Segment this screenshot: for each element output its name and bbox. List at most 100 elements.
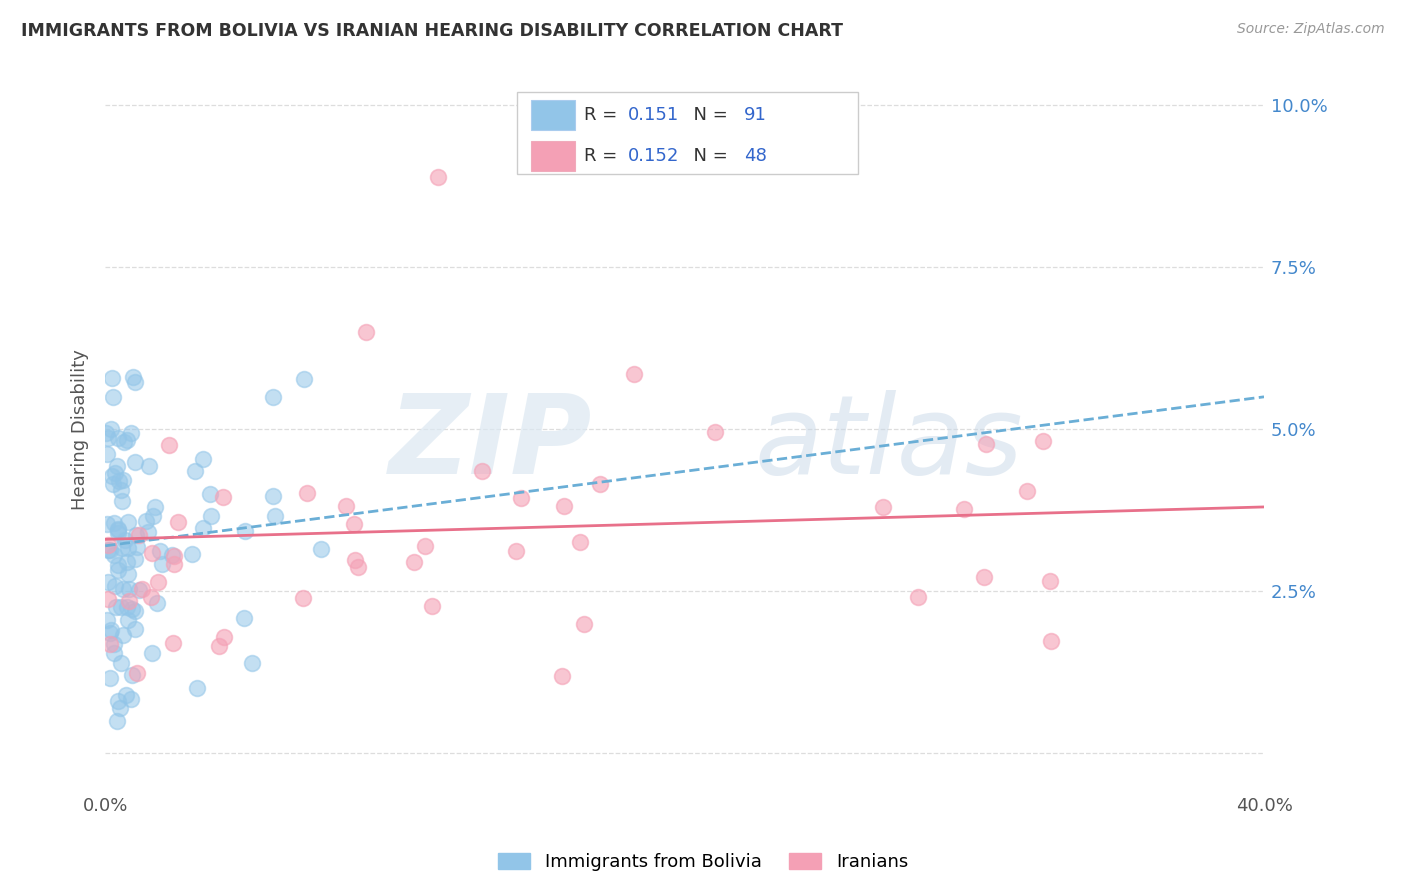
Immigrants from Bolivia (111, 627, 134, 641)
Immigrants from Bolivia (124, 552, 146, 566)
Immigrants from Bolivia (103, 646, 125, 660)
Immigrants from Bolivia (114, 689, 136, 703)
Immigrants from Bolivia (198, 487, 221, 501)
Iranians (354, 325, 377, 339)
Iranians (291, 591, 314, 605)
Immigrants from Bolivia (193, 451, 215, 466)
Immigrants from Bolivia (135, 514, 157, 528)
Immigrants from Bolivia (150, 557, 173, 571)
Iranians (212, 631, 235, 645)
Immigrants from Bolivia (181, 547, 204, 561)
Iranians (427, 169, 450, 184)
Iranians (1015, 483, 1038, 498)
Iranians (1032, 434, 1054, 448)
Immigrants from Bolivia (263, 390, 285, 404)
Iranians (420, 599, 443, 613)
Immigrants from Bolivia (107, 558, 129, 572)
Iranians (510, 491, 533, 505)
Immigrants from Bolivia (111, 582, 134, 596)
Immigrants from Bolivia (97, 574, 120, 589)
Immigrants from Bolivia (110, 700, 132, 714)
Iranians (974, 437, 997, 451)
Immigrants from Bolivia (142, 509, 165, 524)
Iranians (335, 500, 357, 514)
Immigrants from Bolivia (120, 425, 142, 440)
Iranians (125, 665, 148, 680)
Iranians (342, 516, 364, 531)
Iranians (208, 639, 231, 653)
Immigrants from Bolivia (124, 454, 146, 468)
Immigrants from Bolivia (242, 656, 264, 670)
Iranians (162, 549, 184, 563)
Immigrants from Bolivia (104, 600, 127, 615)
Iranians (344, 553, 367, 567)
Immigrants from Bolivia (262, 489, 284, 503)
Immigrants from Bolivia (104, 466, 127, 480)
Immigrants from Bolivia (111, 541, 134, 556)
Immigrants from Bolivia (145, 500, 167, 514)
Immigrants from Bolivia (98, 671, 121, 685)
Iranians (505, 544, 527, 558)
Immigrants from Bolivia (117, 613, 139, 627)
Immigrants from Bolivia (101, 390, 124, 404)
Immigrants from Bolivia (110, 483, 132, 497)
Immigrants from Bolivia (233, 610, 256, 624)
Text: IMMIGRANTS FROM BOLIVIA VS IRANIAN HEARING DISABILITY CORRELATION CHART: IMMIGRANTS FROM BOLIVIA VS IRANIAN HEARI… (21, 22, 844, 40)
Text: 0.152: 0.152 (628, 147, 679, 165)
Immigrants from Bolivia (107, 525, 129, 540)
Immigrants from Bolivia (146, 595, 169, 609)
Immigrants from Bolivia (103, 476, 125, 491)
Immigrants from Bolivia (101, 371, 124, 385)
Text: Source: ZipAtlas.com: Source: ZipAtlas.com (1237, 22, 1385, 37)
Iranians (167, 515, 190, 529)
Iranians (347, 559, 370, 574)
Iranians (953, 502, 976, 516)
Immigrants from Bolivia (115, 600, 138, 615)
Immigrants from Bolivia (96, 431, 118, 445)
Iranians (141, 590, 163, 604)
Immigrants from Bolivia (112, 473, 135, 487)
Immigrants from Bolivia (100, 623, 122, 637)
Text: 0.151: 0.151 (628, 106, 679, 124)
Immigrants from Bolivia (103, 549, 125, 563)
Immigrants from Bolivia (110, 657, 132, 671)
Iranians (404, 555, 426, 569)
Immigrants from Bolivia (311, 542, 333, 557)
Iranians (703, 425, 725, 439)
Immigrants from Bolivia (264, 509, 287, 524)
Iranians (973, 569, 995, 583)
Immigrants from Bolivia (141, 646, 163, 660)
Iranians (157, 438, 180, 452)
Iranians (569, 535, 592, 549)
Legend: Immigrants from Bolivia, Iranians: Immigrants from Bolivia, Iranians (491, 846, 915, 879)
Text: 48: 48 (744, 147, 766, 165)
Immigrants from Bolivia (104, 579, 127, 593)
Immigrants from Bolivia (121, 370, 143, 384)
Immigrants from Bolivia (136, 525, 159, 540)
Immigrants from Bolivia (115, 434, 138, 448)
Immigrants from Bolivia (200, 509, 222, 524)
Iranians (163, 558, 186, 572)
Immigrants from Bolivia (103, 516, 125, 530)
Immigrants from Bolivia (107, 563, 129, 577)
Immigrants from Bolivia (97, 542, 120, 557)
Immigrants from Bolivia (117, 515, 139, 529)
Text: 91: 91 (744, 106, 766, 124)
Immigrants from Bolivia (128, 582, 150, 597)
Immigrants from Bolivia (124, 375, 146, 389)
Iranians (162, 636, 184, 650)
Immigrants from Bolivia (127, 541, 149, 555)
Iranians (297, 485, 319, 500)
Immigrants from Bolivia (121, 602, 143, 616)
Immigrants from Bolivia (107, 522, 129, 536)
Immigrants from Bolivia (100, 468, 122, 483)
Immigrants from Bolivia (149, 544, 172, 558)
Iranians (589, 476, 612, 491)
Immigrants from Bolivia (191, 521, 214, 535)
Bar (530, 141, 575, 171)
Immigrants from Bolivia (98, 542, 121, 557)
Iranians (551, 669, 574, 683)
Immigrants from Bolivia (186, 681, 208, 696)
Bar (530, 100, 575, 130)
Iranians (131, 582, 153, 596)
